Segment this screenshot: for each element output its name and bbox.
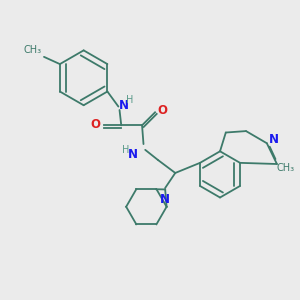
Text: CH₃: CH₃ [277, 163, 295, 172]
Text: N: N [119, 99, 129, 112]
Text: CH₃: CH₃ [24, 45, 42, 55]
Text: H: H [127, 95, 134, 105]
Text: H: H [122, 145, 130, 155]
Text: N: N [269, 133, 279, 146]
Text: N: N [128, 148, 138, 160]
Text: O: O [158, 103, 167, 116]
Text: O: O [91, 118, 100, 131]
Text: N: N [160, 193, 170, 206]
